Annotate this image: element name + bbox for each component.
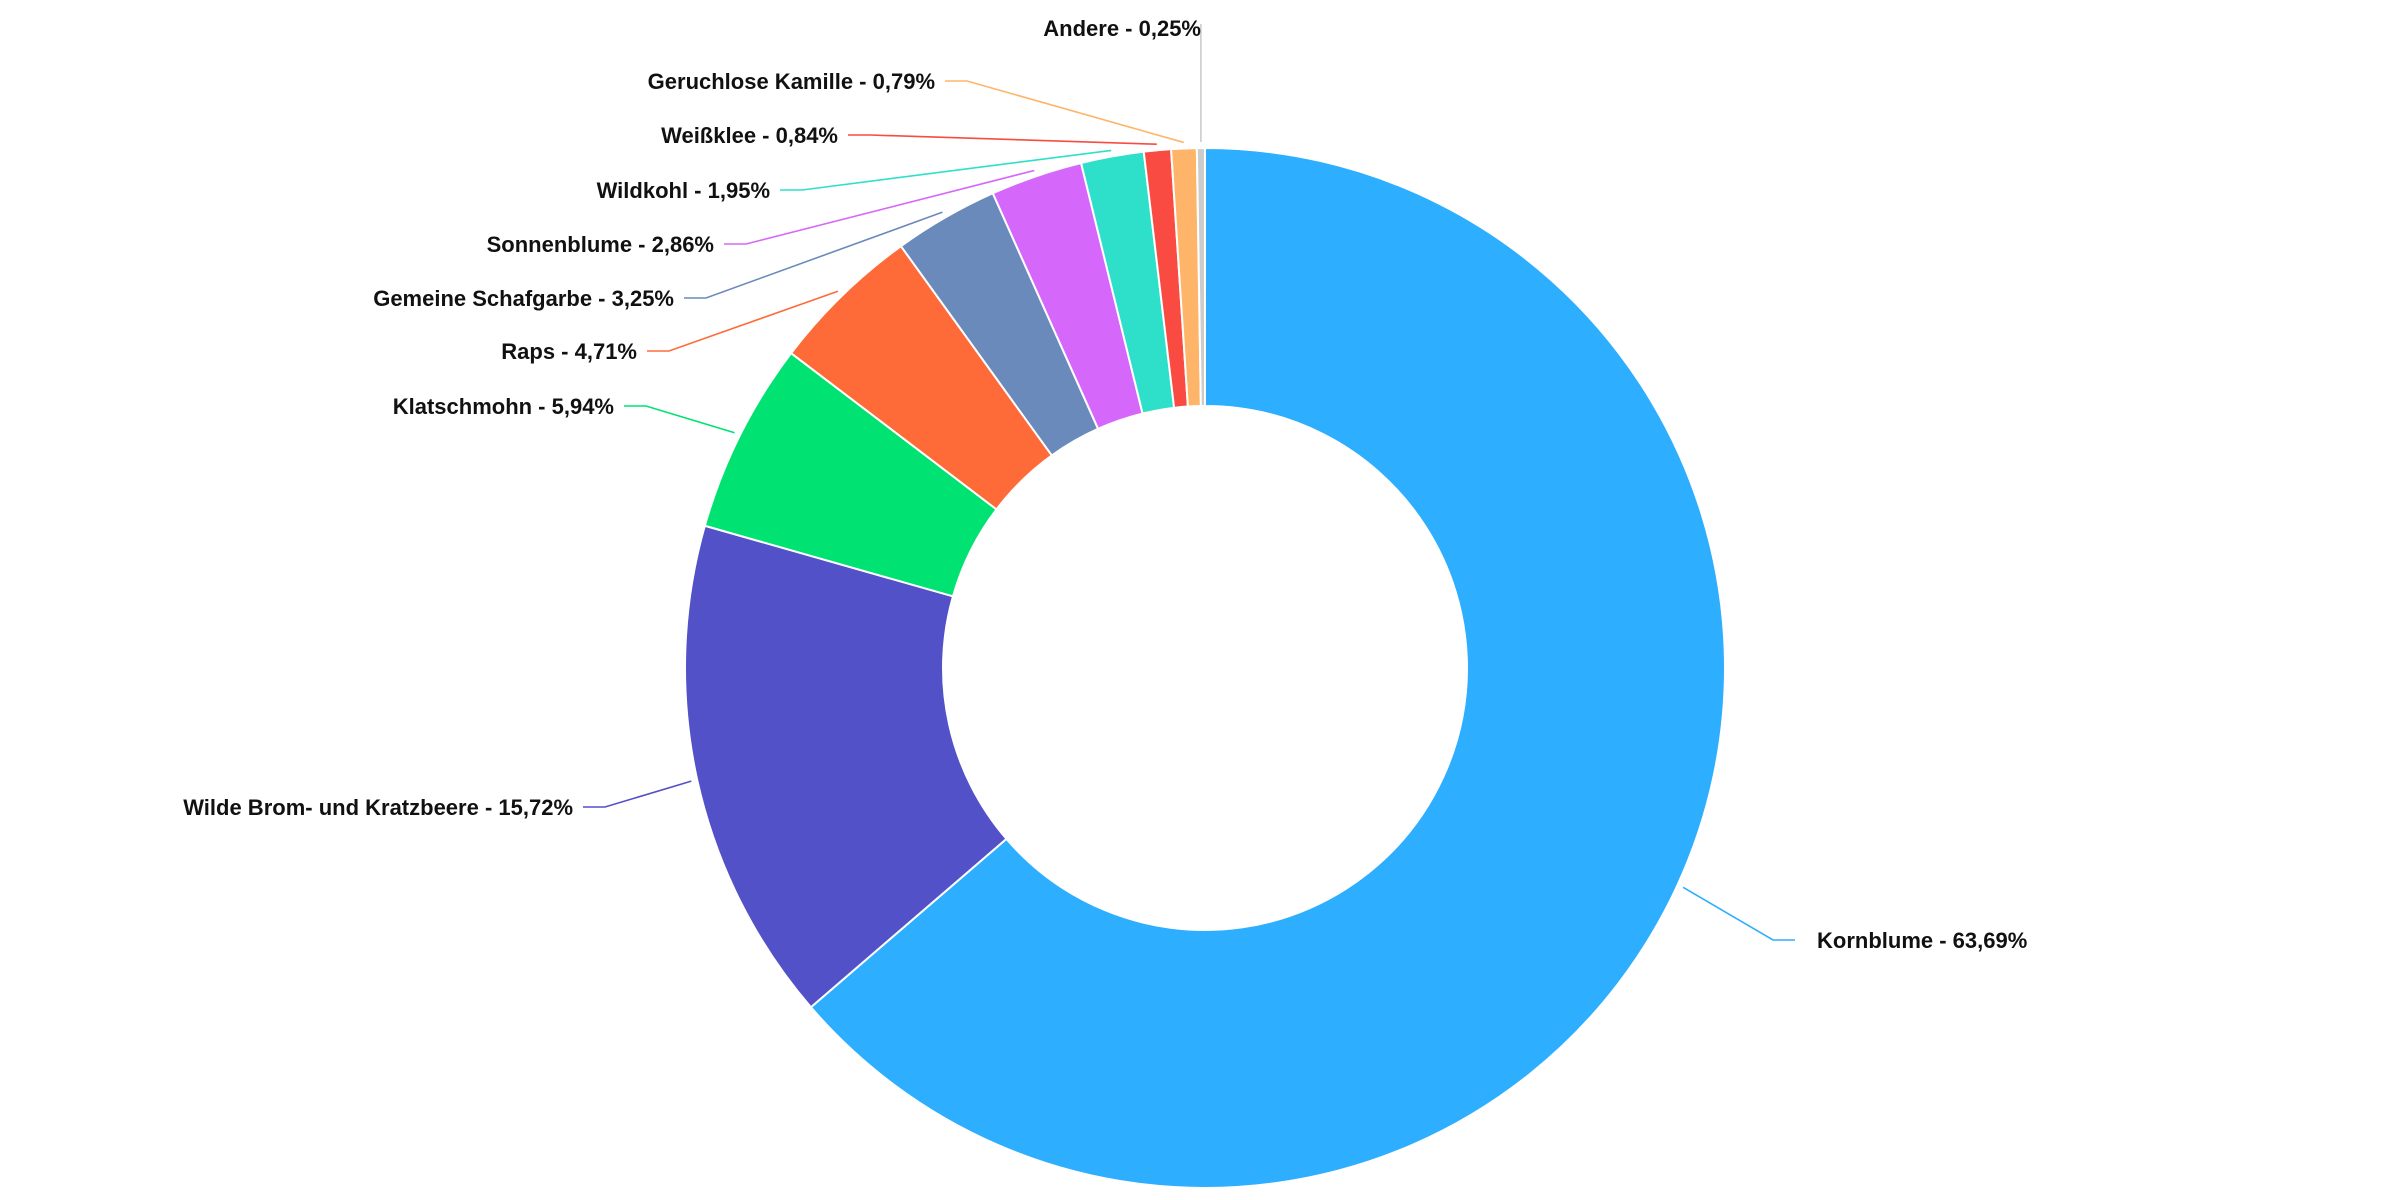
slice-label: Wilde Brom- und Kratzbeere - 15,72% [183,795,573,820]
slice-connector [684,211,943,299]
slice-connector [780,149,1112,191]
slice-label: Geruchlose Kamille - 0,79% [648,69,935,94]
slice-connector [624,405,735,434]
slice-label: Gemeine Schafgarbe - 3,25% [373,286,674,311]
slice-connector [848,134,1157,146]
slice-connector [647,290,839,352]
slice-connector [583,780,692,808]
slice-label: Andere - 0,25% [1043,16,1201,41]
slice-label: Weißklee - 0,84% [661,123,838,148]
slice-connector [724,169,1035,245]
slice-label: Raps - 4,71% [501,339,637,364]
slice-label: Wildkohl - 1,95% [597,178,770,203]
slice-label: Kornblume - 63,69% [1817,928,2027,953]
slice-connector [945,80,1184,144]
labels-layer: Kornblume - 63,69% Wilde Brom- und Kratzb… [183,16,2027,953]
slices-layer [684,146,1726,1189]
slice-label: Sonnenblume - 2,86% [487,232,714,257]
donut-slice[interactable] [684,524,1008,1009]
slice-label: Klatschmohn - 5,94% [393,394,614,419]
donut-slice[interactable] [1195,146,1206,408]
donut-slice[interactable] [809,147,1726,1189]
slice-connector [1682,886,1795,941]
connectors-layer [583,24,1795,941]
